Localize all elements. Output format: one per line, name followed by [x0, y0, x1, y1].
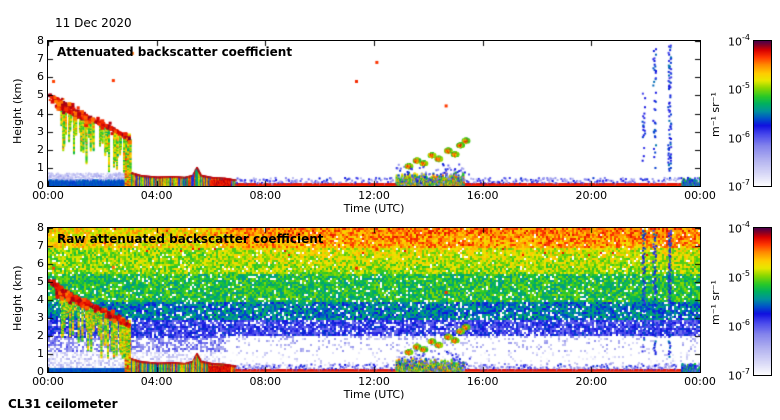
y-tick-label: 7 — [37, 52, 44, 66]
y-tick-label: 4 — [37, 106, 44, 120]
y-tick-label: 6 — [37, 257, 44, 270]
colorbar-tick-label: 10-5 — [728, 81, 750, 97]
colorbar-tick-label: 10-6 — [728, 318, 750, 334]
y-tick-label: 0 — [37, 179, 44, 192]
x-tick-label: 04:00 — [140, 189, 173, 202]
y-tick-label: 2 — [37, 142, 44, 156]
x-tick-label: 08:00 — [249, 375, 282, 388]
top-panel-title: Attenuated backscatter coefficient — [57, 45, 293, 59]
bottom-panel-title: Raw attenuated backscatter coefficient — [57, 232, 324, 246]
x-tick-label: 00:00 — [684, 375, 716, 388]
colorbar-tick-label: 10-6 — [728, 129, 750, 146]
y-tick-label: 5 — [37, 275, 44, 288]
y-tick-label: 4 — [37, 293, 44, 306]
x-tick-label: 00:00 — [684, 189, 716, 202]
x-tick-label: 08:00 — [249, 189, 282, 202]
instrument-label: CL31 ceilometer — [8, 397, 118, 411]
y-tick-label: 1 — [37, 160, 44, 174]
raw-backscatter-heatmap — [48, 228, 700, 372]
y-tick-label: 2 — [37, 329, 44, 342]
bottom-panel — [47, 227, 701, 373]
x-tick-label: 20:00 — [575, 375, 608, 388]
colorbar-tick-label: 10-7 — [728, 178, 750, 194]
top-panel — [47, 40, 701, 187]
bottom-colorbar-gradient — [754, 228, 771, 375]
date-title: 11 Dec 2020 — [55, 16, 132, 30]
bottom-x-axis-label: Time (UTC) — [343, 388, 405, 401]
bottom-colorbar — [753, 227, 772, 376]
y-tick-label: 3 — [37, 311, 44, 324]
x-tick-label: 16:00 — [466, 189, 499, 202]
colorbar-tick-label: 10-5 — [728, 269, 750, 285]
y-tick-label: 3 — [37, 124, 44, 138]
y-tick-label: 1 — [37, 347, 44, 360]
x-tick-label: 12:00 — [358, 189, 390, 202]
y-tick-label: 8 — [37, 221, 44, 234]
x-tick-label: 00:00 — [32, 375, 64, 388]
y-tick-label: 0 — [37, 365, 44, 378]
x-tick-label: 00:00 — [32, 189, 64, 202]
colorbar-tick-label: 10-4 — [728, 33, 750, 49]
processed-backscatter-heatmap — [48, 41, 700, 186]
x-tick-label: 20:00 — [575, 189, 608, 202]
top-x-axis-label: Time (UTC) — [343, 202, 405, 215]
y-tick-label: 6 — [37, 70, 44, 84]
top-colorbar — [753, 40, 772, 187]
y-tick-label: 8 — [37, 34, 44, 47]
x-tick-label: 16:00 — [466, 375, 499, 388]
y-tick-label: 7 — [37, 239, 44, 252]
top-colorbar-gradient — [754, 41, 771, 186]
x-tick-label: 12:00 — [358, 375, 390, 388]
colorbar-tick-label: 10-4 — [728, 220, 750, 236]
x-tick-label: 04:00 — [140, 375, 173, 388]
colorbar-tick-label: 10-7 — [728, 367, 750, 383]
y-tick-label: 5 — [37, 88, 44, 102]
